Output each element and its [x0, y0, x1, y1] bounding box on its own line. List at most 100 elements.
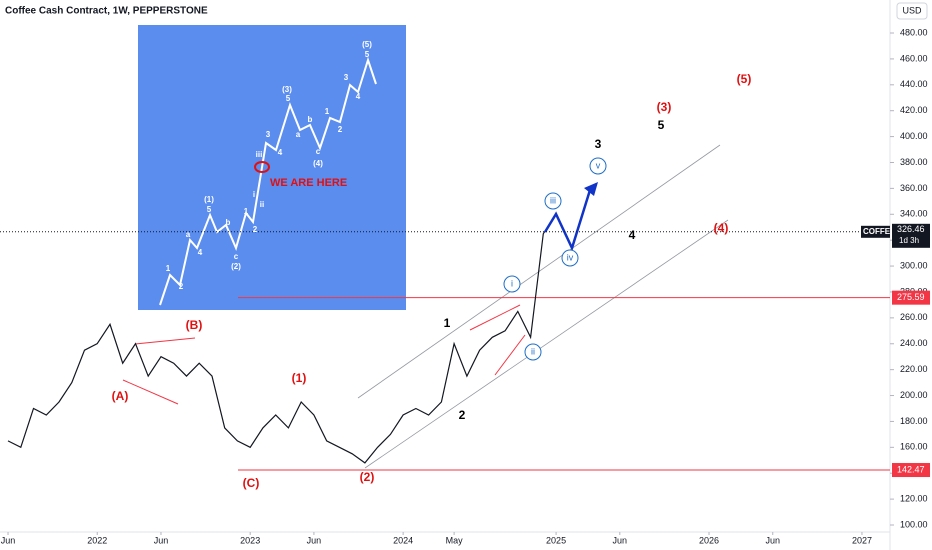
inset-label: 5 — [365, 50, 370, 59]
wave-circle — [589, 157, 607, 175]
wave-label: ii — [531, 346, 535, 356]
y-tick-label: 420.00 — [900, 105, 928, 115]
y-tick-label: 400.00 — [900, 131, 928, 141]
channel-line — [364, 219, 729, 469]
series-name: COFFEE — [863, 227, 896, 236]
y-tick-label: 180.00 — [900, 416, 928, 426]
y-tick-label: 240.00 — [900, 338, 928, 348]
wave-circle — [524, 343, 542, 361]
inset-marker — [254, 161, 270, 173]
wave-label: i — [511, 278, 513, 288]
inset-label: 4 — [356, 92, 361, 101]
wave-label: (B) — [186, 318, 203, 332]
wave-label: 2 — [459, 408, 466, 422]
x-tick-label: 2025 — [546, 535, 566, 545]
inset-label: 2 — [338, 125, 343, 134]
chart-title: Coffee Cash Contract, 1W, PEPPERSTONE — [5, 6, 208, 17]
y-tick-label: 360.00 — [900, 183, 928, 193]
inset-label: a — [296, 130, 301, 139]
wave-label: (1) — [292, 371, 307, 385]
inset-label: 4 — [278, 148, 283, 157]
wave-label: (4) — [714, 221, 729, 235]
y-tick-label: 220.00 — [900, 364, 928, 374]
projection-arrowhead — [584, 182, 598, 196]
price-line — [7, 231, 546, 464]
x-tick-label: May — [446, 535, 464, 545]
pattern-line — [469, 304, 521, 331]
x-tick-label: Jun — [154, 535, 169, 545]
pattern-line — [134, 337, 196, 345]
x-tick-label: 2023 — [240, 535, 260, 545]
level-label: 275.59 — [897, 292, 925, 302]
inset-wave — [159, 56, 377, 306]
inset-label: 3 — [266, 130, 271, 139]
inset-box — [138, 25, 406, 310]
y-tick-label: 260.00 — [900, 312, 928, 322]
inset-label: 5 — [286, 94, 291, 103]
level-label: 142.47 — [897, 464, 925, 474]
inset-label: 4 — [198, 248, 203, 257]
wave-label: 4 — [629, 228, 636, 242]
pattern-line — [122, 379, 179, 405]
inset-label: 3 — [344, 73, 349, 82]
inset-label: (1) — [204, 195, 214, 204]
x-tick-label: Jun — [1, 535, 16, 545]
y-axis-unit: USD — [902, 5, 922, 15]
level-label-box — [892, 463, 930, 478]
inset-label: ii — [260, 200, 264, 209]
inset-label: (5) — [362, 40, 372, 49]
y-tick-label: 300.00 — [900, 260, 928, 270]
y-tick-label: 440.00 — [900, 79, 928, 89]
inset-callout: WE ARE HERE — [270, 177, 347, 189]
y-tick-label: 480.00 — [900, 27, 928, 37]
pattern-line — [494, 334, 526, 376]
y-tick-label: 120.00 — [900, 493, 928, 503]
inset-label: (4) — [313, 159, 323, 168]
wave-label: (2) — [360, 470, 375, 484]
y-tick-label: 100.00 — [900, 519, 928, 529]
series-name-box — [861, 225, 890, 238]
y-tick-label: 160.00 — [900, 442, 928, 452]
inset-label: (3) — [282, 85, 292, 94]
inset-label: 2 — [179, 282, 184, 291]
inset-label: 5 — [207, 205, 212, 214]
y-tick-label: 380.00 — [900, 157, 928, 167]
y-tick-label: 200.00 — [900, 390, 928, 400]
wave-label: iv — [567, 252, 574, 262]
wave-label: (3) — [657, 100, 672, 114]
inset-label: i — [253, 190, 255, 199]
wave-circle — [544, 192, 562, 210]
x-tick-label: Jun — [613, 535, 628, 545]
x-tick-label: 2022 — [87, 535, 107, 545]
wave-label: 5 — [658, 118, 665, 132]
inset-label: iii — [256, 150, 263, 159]
current-price-label: 326.46 — [897, 224, 925, 234]
inset-label: 1 — [325, 107, 330, 116]
wave-label: (C) — [243, 476, 260, 490]
inset-label: 2 — [253, 225, 258, 234]
inset-label: 1 — [244, 207, 249, 216]
x-tick-label: 2024 — [393, 535, 413, 545]
wave-label: (A) — [112, 389, 129, 403]
inset-label: c — [234, 252, 239, 261]
x-tick-label: 2027 — [852, 535, 872, 545]
x-tick-label: 2026 — [699, 535, 719, 545]
level-label-box — [892, 290, 930, 305]
wave-circle — [503, 275, 521, 293]
inset-label: b — [308, 115, 313, 124]
projection-path — [543, 189, 592, 252]
inset-label: c — [316, 147, 321, 156]
inset-label: a — [186, 230, 191, 239]
wave-label: 1 — [444, 316, 451, 330]
inset-label: (2) — [231, 262, 241, 271]
countdown-label: 1d 3h — [899, 236, 919, 245]
x-tick-label: Jun — [765, 535, 780, 545]
y-tick-label: 460.00 — [900, 53, 928, 63]
wave-label: iii — [550, 195, 556, 205]
inset-label: b — [226, 218, 231, 227]
current-price-box — [892, 223, 930, 248]
wave-label: v — [596, 160, 601, 170]
inset-label: 1 — [166, 264, 171, 273]
wave-circle — [561, 249, 579, 267]
